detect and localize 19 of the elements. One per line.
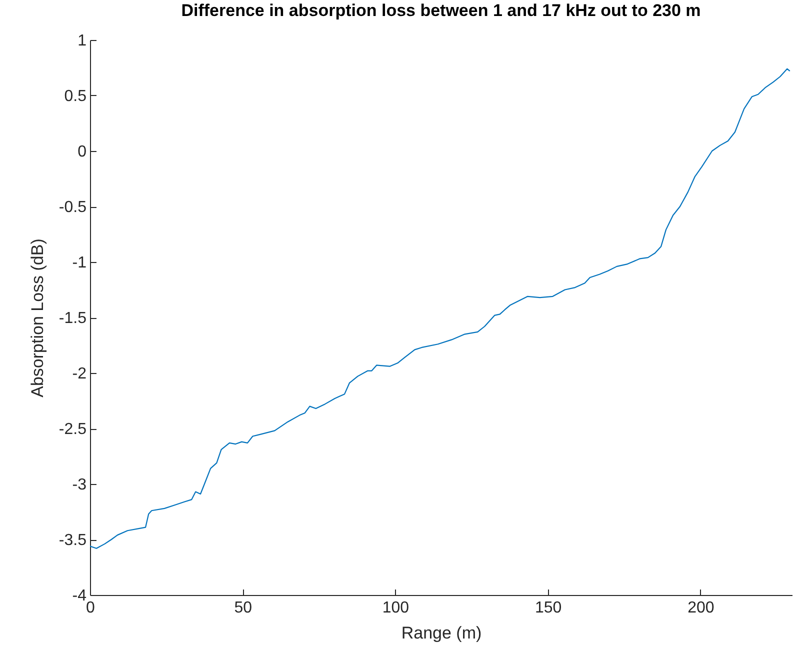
y-tick-label: -0.5 [58, 199, 87, 216]
y-tick-label: 0 [78, 144, 87, 160]
line-series [90, 68, 790, 549]
y-tick-label: -3 [72, 476, 87, 494]
chart-title: Difference in absorption loss between 1 and 17 kHz out to 230 m [181, 1, 701, 20]
y-tick-label: -1.5 [58, 310, 87, 327]
y-tick-label: -3.5 [58, 532, 87, 549]
x-tick-label: 50 [234, 600, 252, 616]
x-tick-label: 200 [688, 600, 714, 616]
x-tick-label: 150 [534, 600, 562, 616]
y-tick-label: -4 [72, 588, 87, 604]
y-axis-title: Absorption Loss (dB) [28, 238, 47, 398]
y-tick-label: -2.5 [58, 421, 87, 438]
y-tick-label: 1 [78, 32, 87, 50]
y-tick-label: -2 [72, 366, 87, 382]
x-tick-label: 100 [382, 600, 410, 616]
y-tick-label: 0.5 [64, 88, 87, 105]
y-tick-label: -1 [72, 254, 87, 272]
x-axis-title: Range (m) [401, 624, 482, 642]
